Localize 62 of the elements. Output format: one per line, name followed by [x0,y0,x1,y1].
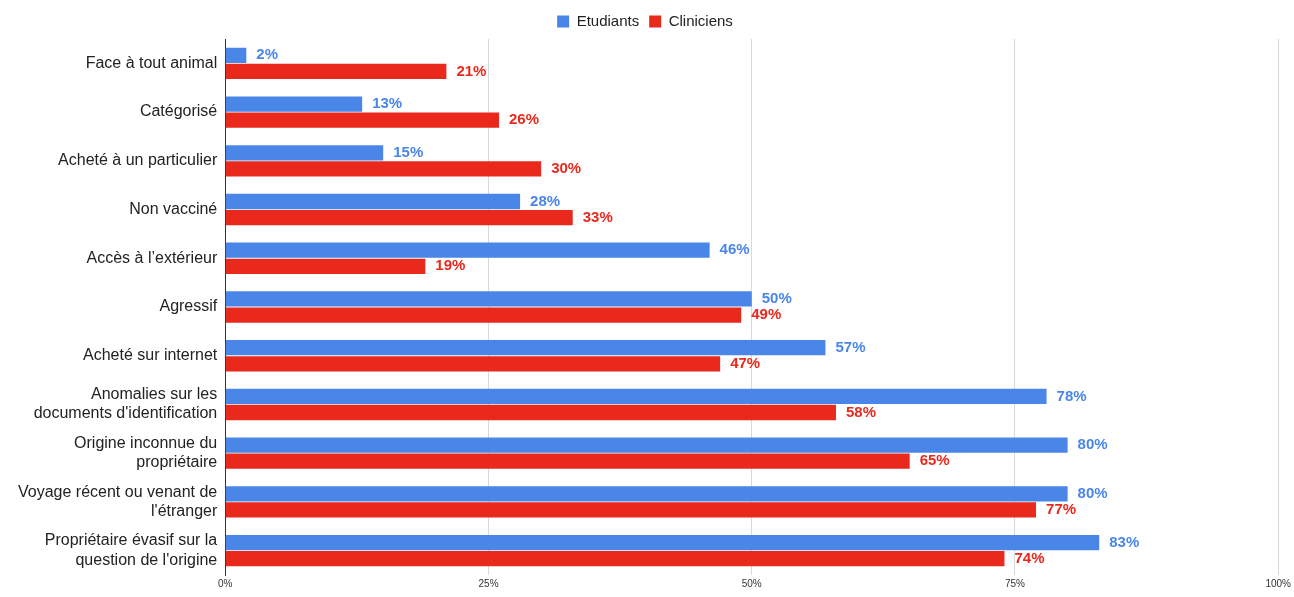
bar [225,437,1068,453]
bar [225,340,826,356]
data-label: 33% [582,207,613,225]
data-label: 26% [509,110,540,128]
legend-label: Cliniciens [668,11,733,29]
y-tick-label: Catégorisé [139,102,218,120]
x-tick-label: 100% [1265,577,1292,589]
bar [225,258,426,274]
data-label: 21% [456,61,487,79]
bar [225,63,447,80]
data-label: 13% [372,94,403,112]
data-label: 28% [530,191,561,209]
legend-label: Etudiants [576,11,640,29]
x-tick-label: 25% [478,577,499,589]
data-label: 49% [751,305,782,323]
x-tick-label: 50% [741,577,762,589]
x-tick-label: 75% [1004,577,1026,589]
data-label: 15% [393,142,424,160]
bar [225,242,710,258]
bar [225,307,742,323]
data-label: 77% [1046,500,1077,518]
bar [225,47,247,63]
y-tick-label: Agressif [159,297,218,315]
y-tick-label: Propriétaire évasif sur la question de l'origine [44,531,218,568]
bar [225,534,1100,551]
data-label: 57% [835,337,866,355]
data-label: 58% [845,402,877,420]
data-label: 30% [551,159,582,176]
y-tick-label: Anomalies sur les documents d'identification [33,385,218,422]
data-label: 80% [1077,484,1108,502]
data-label: 47% [730,353,761,371]
bar [225,145,384,161]
bar [225,96,363,112]
bar [225,209,573,226]
y-tick-label: Non vacciné [129,199,218,217]
y-tick-label: Origine inconnue du propriétaire [74,433,218,471]
bar [225,291,752,307]
bar [225,404,836,421]
y-tick-label: Acheté à un particulier [58,151,218,169]
bar [225,193,521,210]
y-tick-label: Accès à l’extérieur [86,248,218,266]
data-label: 83% [1109,532,1140,550]
bar [225,356,721,372]
y-tick-label: Acheté sur internet [82,346,218,364]
bar [225,486,1068,502]
x-tick-label: 0% [218,577,233,589]
y-tick-label: Voyage récent ou venant de l'étranger [18,482,218,519]
bar [225,388,1047,405]
bar [225,502,1037,518]
data-label: 19% [435,256,466,274]
data-label: 78% [1056,386,1087,404]
y-tick-label: Face à tout animal [85,53,218,71]
data-label: 65% [919,451,950,469]
bar [225,112,500,128]
data-label: 50% [761,289,792,307]
data-label: 80% [1077,435,1108,453]
bar [225,161,542,177]
data-label: 46% [719,240,750,258]
data-label: 74% [1014,548,1045,566]
bar [225,453,910,469]
data-label: 2% [256,45,279,63]
bar [225,551,1005,567]
